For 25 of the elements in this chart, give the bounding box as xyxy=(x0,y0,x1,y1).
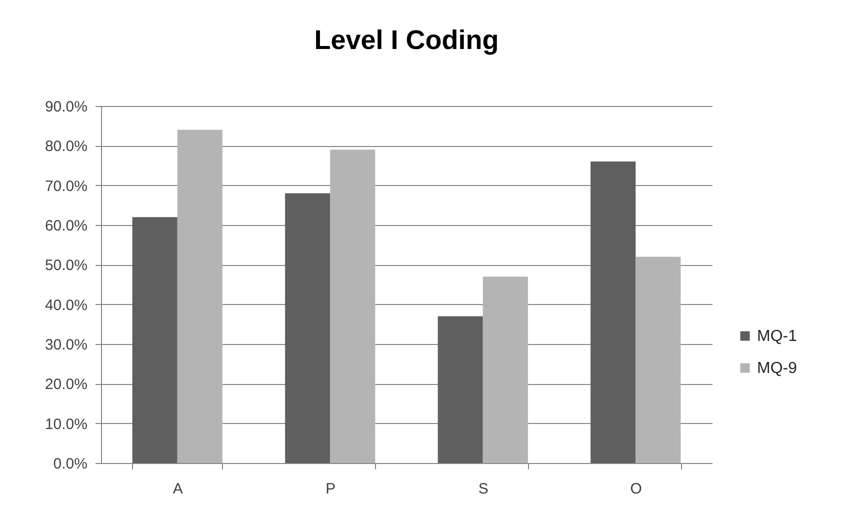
x-tick-label: S xyxy=(478,480,488,498)
bar xyxy=(132,217,178,463)
bar xyxy=(177,130,222,463)
bar xyxy=(636,256,681,463)
bar xyxy=(482,276,528,463)
y-tick-label: 50.0% xyxy=(44,257,88,274)
x-tick-label: P xyxy=(326,480,336,498)
legend-label: MQ-1 xyxy=(757,328,798,345)
chart-title: Level I Coding xyxy=(314,25,499,55)
x-tick-label: A xyxy=(172,480,183,498)
bar xyxy=(285,193,330,463)
y-tick-label: 60.0% xyxy=(44,218,88,234)
bar xyxy=(590,162,636,463)
y-tick-label: 10.0% xyxy=(44,416,88,433)
bar xyxy=(330,150,376,463)
y-tick-label: 0.0% xyxy=(53,456,88,472)
y-tick-label: 30.0% xyxy=(44,336,88,354)
y-tick-label: 90.0% xyxy=(44,98,88,116)
y-tick-label: 40.0% xyxy=(44,296,88,314)
y-tick-label: 70.0% xyxy=(44,178,88,195)
x-tick-label: O xyxy=(630,480,642,498)
bar xyxy=(438,316,483,463)
y-tick-label: 80.0% xyxy=(44,138,88,156)
y-tick-label: 20.0% xyxy=(44,376,88,394)
legend-label: MQ-9 xyxy=(757,360,798,377)
